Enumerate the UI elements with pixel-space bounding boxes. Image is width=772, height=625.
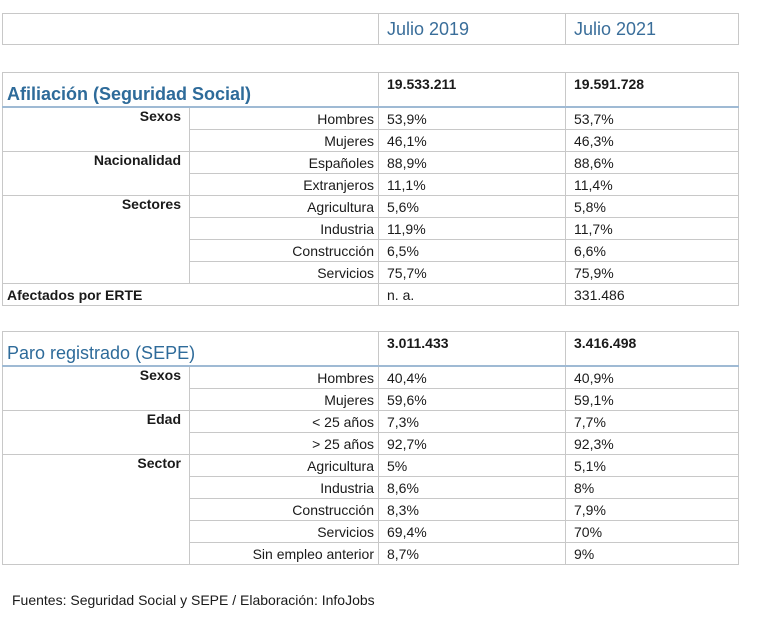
row-label: Hombres: [189, 106, 379, 130]
row-label: Industria: [189, 476, 379, 499]
row-label: Construcción: [189, 498, 379, 521]
value-2019: 69,4%: [378, 520, 566, 543]
value-2021: 92,3%: [565, 432, 739, 455]
erte-value-2021: 331.486: [565, 283, 739, 306]
afiliacion-total-2019: 19.533.211: [378, 72, 566, 108]
row-label: Agricultura: [189, 195, 379, 218]
row-label: Servicios: [189, 261, 379, 284]
value-2019: 8,7%: [378, 542, 566, 565]
value-2019: 6,5%: [378, 239, 566, 262]
table-row: Sector Agricultura 5% 5,1%: [2, 454, 739, 565]
value-2019: 11,1%: [378, 173, 566, 196]
table-row: Construcción 8,3% 7,9%: [3, 498, 739, 521]
value-2021: 5,8%: [565, 195, 739, 218]
value-2021: 53,7%: [565, 106, 739, 130]
table-row: Construcción 6,5% 6,6%: [3, 239, 739, 262]
header-year-2019: Julio 2019: [378, 13, 566, 45]
value-2019: 7,3%: [378, 410, 566, 433]
value-2021: 88,6%: [565, 151, 739, 174]
value-2019: 53,9%: [378, 106, 566, 130]
row-label: < 25 años: [189, 410, 379, 433]
table-row: Sin empleo anterior 8,7% 9%: [3, 542, 739, 565]
paro-total-2019: 3.011.433: [378, 331, 566, 367]
value-2021: 70%: [565, 520, 739, 543]
value-2019: 59,6%: [378, 388, 566, 411]
header-row: Julio 2019 Julio 2021: [2, 13, 739, 45]
paro-total-2021: 3.416.498: [565, 331, 739, 367]
row-label: > 25 años: [189, 432, 379, 455]
header-blank-cell: [2, 13, 379, 45]
paro-table: Paro registrado (SEPE) 3.011.433 3.416.4…: [2, 331, 739, 565]
row-label: Españoles: [189, 151, 379, 174]
paro-title: Paro registrado (SEPE): [2, 331, 379, 367]
header-year-2021: Julio 2021: [565, 13, 739, 45]
row-label: Mujeres: [189, 129, 379, 152]
group-label: Sectores: [2, 195, 190, 284]
value-2021: 6,6%: [565, 239, 739, 262]
value-2019: 92,7%: [378, 432, 566, 455]
value-2021: 5,1%: [565, 454, 739, 477]
value-2019: 75,7%: [378, 261, 566, 284]
group-label: Sector: [2, 454, 190, 565]
table-row: Industria 8,6% 8%: [3, 476, 739, 499]
paro-header-row: Paro registrado (SEPE) 3.011.433 3.416.4…: [2, 331, 739, 367]
value-2021: 40,9%: [565, 365, 739, 389]
table-row: Mujeres 59,6% 59,1%: [3, 388, 739, 411]
table-row: Nacionalidad Españoles 88,9% 88,6%: [2, 151, 739, 196]
value-2021: 7,7%: [565, 410, 739, 433]
value-2019: 8,3%: [378, 498, 566, 521]
value-2021: 9%: [565, 542, 739, 565]
value-2019: 88,9%: [378, 151, 566, 174]
value-2021: 75,9%: [565, 261, 739, 284]
value-2021: 11,4%: [565, 173, 739, 196]
table-row: > 25 años 92,7% 92,3%: [3, 432, 739, 455]
afiliacion-title: Afiliación (Seguridad Social): [2, 72, 379, 108]
group-label: Sexos: [2, 365, 190, 411]
row-label: Hombres: [189, 365, 379, 389]
value-2019: 8,6%: [378, 476, 566, 499]
group-label: Nacionalidad: [2, 151, 190, 196]
table-row: Sexos Hombres 53,9% 53,7%: [2, 106, 739, 152]
value-2019: 40,4%: [378, 365, 566, 389]
row-label: Extranjeros: [189, 173, 379, 196]
source-note: Fuentes: Seguridad Social y SEPE / Elabo…: [12, 592, 375, 608]
erte-row: Afectados por ERTE n. a. 331.486: [2, 283, 739, 306]
value-2021: 11,7%: [565, 217, 739, 240]
row-label: Servicios: [189, 520, 379, 543]
row-label: Sin empleo anterior: [189, 542, 379, 565]
row-label: Industria: [189, 217, 379, 240]
value-2019: 46,1%: [378, 129, 566, 152]
value-2019: 11,9%: [378, 217, 566, 240]
table-row: Edad < 25 años 7,3% 7,7%: [2, 410, 739, 455]
table-row: Servicios 75,7% 75,9%: [3, 261, 739, 284]
value-2021: 7,9%: [565, 498, 739, 521]
group-label: Sexos: [2, 106, 190, 152]
row-label: Agricultura: [189, 454, 379, 477]
value-2021: 59,1%: [565, 388, 739, 411]
value-2021: 8%: [565, 476, 739, 499]
erte-label: Afectados por ERTE: [2, 283, 379, 306]
table-row: Sectores Agricultura 5,6% 5,8%: [2, 195, 739, 284]
afiliacion-table: Afiliación (Seguridad Social) 19.533.211…: [2, 72, 739, 306]
table-row: Sexos Hombres 40,4% 40,9%: [2, 365, 739, 411]
afiliacion-total-2021: 19.591.728: [565, 72, 739, 108]
afiliacion-header-row: Afiliación (Seguridad Social) 19.533.211…: [2, 72, 739, 108]
value-2021: 46,3%: [565, 129, 739, 152]
row-label: Construcción: [189, 239, 379, 262]
table-row: Extranjeros 11,1% 11,4%: [3, 173, 739, 196]
header-table: Julio 2019 Julio 2021: [2, 13, 739, 45]
value-2019: 5,6%: [378, 195, 566, 218]
group-label: Edad: [2, 410, 190, 455]
erte-value-2019: n. a.: [378, 283, 566, 306]
row-label: Mujeres: [189, 388, 379, 411]
value-2019: 5%: [378, 454, 566, 477]
